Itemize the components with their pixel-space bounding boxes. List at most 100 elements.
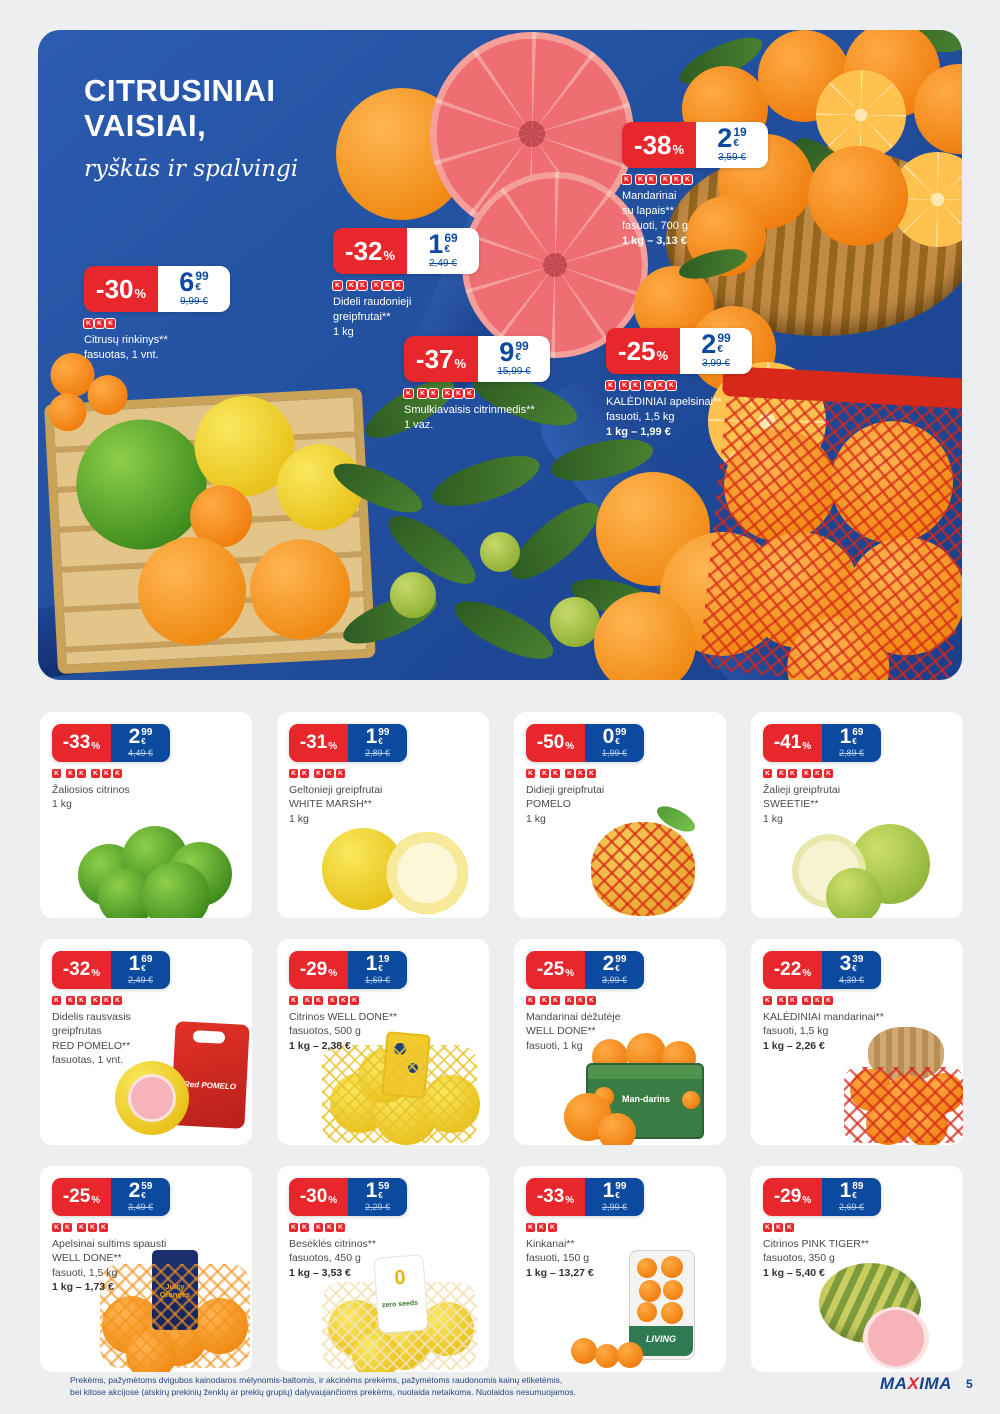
loyalty-aciu-icon: K	[802, 769, 811, 778]
old-price: 2,49 €	[429, 257, 457, 269]
loyalty-aciu-icon: K	[333, 281, 342, 290]
old-price: 2,29 €	[364, 1201, 391, 1212]
maxima-logo-x: X	[907, 1374, 920, 1393]
loyalty-aciu-icon: K	[106, 319, 115, 328]
discount-badge: -30%	[289, 1178, 348, 1216]
loyalty-aciu-icon: K	[102, 769, 111, 778]
old-price: 9,99 €	[180, 295, 208, 307]
price-value: 2 99 € 3,99 €	[680, 328, 752, 374]
old-price: 2,89 €	[838, 747, 865, 758]
unit-price: 1 kg – 1,99 €	[606, 425, 671, 438]
discount-badge: -41%	[763, 724, 822, 762]
loyalty-aciu-icon: K	[336, 1223, 345, 1232]
product-photo	[836, 1025, 963, 1145]
price-value: 1 19 € 1,69 €	[348, 951, 407, 989]
product-photo	[786, 816, 946, 918]
discount-badge: -25%	[526, 951, 585, 989]
loyalty-aciu-icon: K	[672, 175, 681, 184]
loyalty-aciu-icon: K	[300, 769, 309, 778]
price-value: 0 99 € 1,99 €	[585, 724, 644, 762]
loyalty-aciu-icon: K	[289, 1223, 298, 1232]
loyalty-aciu-icon: K	[620, 381, 629, 390]
loyalty-aciu-icon: K	[631, 381, 640, 390]
loyalty-aciu-icon: K	[394, 281, 403, 290]
loyalty-aciu-icon: K	[537, 1223, 546, 1232]
loyalty-aciu-icon: K	[66, 769, 75, 778]
loyalty-aciu-icon: K	[565, 769, 574, 778]
product-name: Apelsinai sultims spausti WELL DONE** fa…	[52, 1238, 167, 1279]
discount-badge: -31%	[289, 724, 348, 762]
loyalty-aciu-icon: K	[429, 389, 438, 398]
unit-price: 1 kg – 13,27 €	[526, 1266, 594, 1279]
price-value: 1 89 € 2,69 €	[822, 1178, 881, 1216]
price-tag: -30% 1 59 € 2,29 €	[289, 1178, 407, 1216]
price-tag: -38% 2 19 € 3,59 €	[622, 122, 768, 168]
product-name: Besėklės citrinos** fasuotos, 450 g	[289, 1238, 376, 1265]
loyalty-aciu-icon: K	[576, 996, 585, 1005]
unit-price: 1 kg – 2,26 €	[763, 1039, 825, 1052]
orange-fruit	[594, 592, 696, 680]
old-price: 2,49 €	[127, 974, 154, 985]
loyalty-aciu-icon: K	[774, 1223, 783, 1232]
loyalty-aciu-icon: K	[325, 769, 334, 778]
unit-price: 1 kg – 3,13 €	[622, 234, 687, 247]
hero-banner: CITRUSINIAI VAISIAI, ryškūs ir spalvingi…	[38, 30, 962, 680]
product-photo: Red POMELO	[115, 1021, 250, 1143]
loyalty-aciu-icon: K	[328, 996, 337, 1005]
unit-price: 1 kg – 5,40 €	[763, 1266, 825, 1279]
product-name: Citrusų rinkinys** fasuotas, 1 vnt.	[84, 334, 168, 361]
loyalty-aciu-icon: K	[824, 996, 833, 1005]
loyalty-aciu-icon: K	[418, 389, 427, 398]
loyalty-aciu-icon: K	[645, 381, 654, 390]
loyalty-aciu-icon: K	[661, 175, 670, 184]
loyalty-aciu-icon: K	[314, 769, 323, 778]
loyalty-aciu-icon: K	[587, 769, 596, 778]
package-label: Man-darins	[621, 1094, 670, 1105]
loyalty-aciu-icon: K	[63, 1223, 72, 1232]
price-value: 3 39 € 4,39 €	[822, 951, 881, 989]
grapefruit-half	[462, 172, 648, 358]
price-value: 2 99 € 3,99 €	[585, 951, 644, 989]
discount-badge: -33%	[526, 1178, 585, 1216]
footer-disclaimer: Prekėms, pažymėtoms dvigubos kainodaros …	[70, 1374, 576, 1399]
price-value: 1 59 € 2,29 €	[348, 1178, 407, 1216]
price-value: 2 99 € 4,49 €	[111, 724, 170, 762]
price-value: 9 99 € 15,99 €	[478, 336, 550, 382]
maxima-logo: MAXIMA	[880, 1374, 952, 1393]
discount-badge: -30%	[84, 266, 158, 312]
loyalty-aciu-icon: K	[300, 1223, 309, 1232]
loyalty-aciu-icon: K	[404, 389, 413, 398]
price-tag: -50% 0 99 € 1,99 €	[526, 724, 644, 762]
discount-badge: -25%	[606, 328, 680, 374]
loyalty-aciu-icon: K	[88, 1223, 97, 1232]
loyalty-aciu-icon: K	[540, 996, 549, 1005]
unit-price: 1 kg – 1,73 €	[52, 1280, 114, 1293]
price-tag: -32% 1 69 € 2,49 €	[52, 951, 170, 989]
product-photo: Man-darins	[564, 1031, 719, 1145]
price-tag: -33% 2 99 € 4,49 €	[52, 724, 170, 762]
loyalty-aciu-icon: K	[551, 996, 560, 1005]
old-price: 3,99 €	[601, 974, 628, 985]
price-tag: -37% 9 99 € 15,99 €	[404, 336, 550, 382]
price-value: 1 69 € 2,49 €	[407, 228, 479, 274]
loyalty-aciu-icon: K	[656, 381, 665, 390]
page-number: 5	[966, 1377, 973, 1391]
price-tag: -33% 1 99 € 2,99 €	[526, 1178, 644, 1216]
product-photo: Juicy Oranges	[100, 1250, 250, 1372]
loyalty-aciu-icon: K	[325, 1223, 334, 1232]
